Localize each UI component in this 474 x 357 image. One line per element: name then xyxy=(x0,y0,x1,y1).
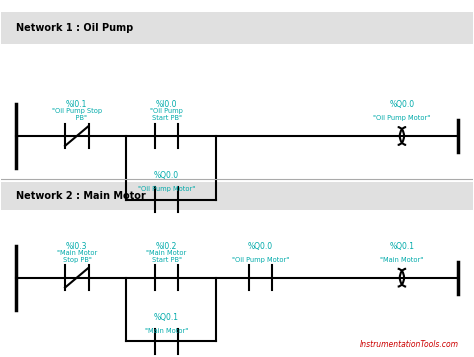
FancyBboxPatch shape xyxy=(1,12,473,44)
Text: %Q0.1: %Q0.1 xyxy=(154,313,179,322)
Text: "Oil Pump Motor": "Oil Pump Motor" xyxy=(374,115,430,121)
Text: "Oil Pump Stop
    PB": "Oil Pump Stop PB" xyxy=(52,108,102,121)
Text: %Q0.0: %Q0.0 xyxy=(248,242,273,251)
Text: %Q0.0: %Q0.0 xyxy=(389,100,414,110)
Text: InstrumentationTools.com: InstrumentationTools.com xyxy=(359,340,458,348)
Text: %I0.2: %I0.2 xyxy=(155,242,177,251)
Text: %I0.1: %I0.1 xyxy=(66,100,88,110)
FancyBboxPatch shape xyxy=(1,182,473,210)
Text: "Oil Pump Motor": "Oil Pump Motor" xyxy=(137,186,195,192)
Text: "Main Motor
 Start PB": "Main Motor Start PB" xyxy=(146,250,186,263)
Text: "Main Motor": "Main Motor" xyxy=(145,328,188,334)
Text: "Main Motor": "Main Motor" xyxy=(380,257,424,263)
Text: "Oil Pump
 Start PB": "Oil Pump Start PB" xyxy=(150,108,183,121)
Text: Network 1 : Oil Pump: Network 1 : Oil Pump xyxy=(16,23,133,33)
Text: %Q0.1: %Q0.1 xyxy=(390,242,414,251)
Text: %I0.0: %I0.0 xyxy=(155,100,177,110)
Text: "Oil Pump Motor": "Oil Pump Motor" xyxy=(232,257,289,263)
Text: Network 2 : Main Motor: Network 2 : Main Motor xyxy=(16,191,145,201)
Text: %I0.3: %I0.3 xyxy=(66,242,88,251)
Text: %Q0.0: %Q0.0 xyxy=(154,171,179,180)
Text: "Main Motor
 Stop PB": "Main Motor Stop PB" xyxy=(57,250,97,263)
